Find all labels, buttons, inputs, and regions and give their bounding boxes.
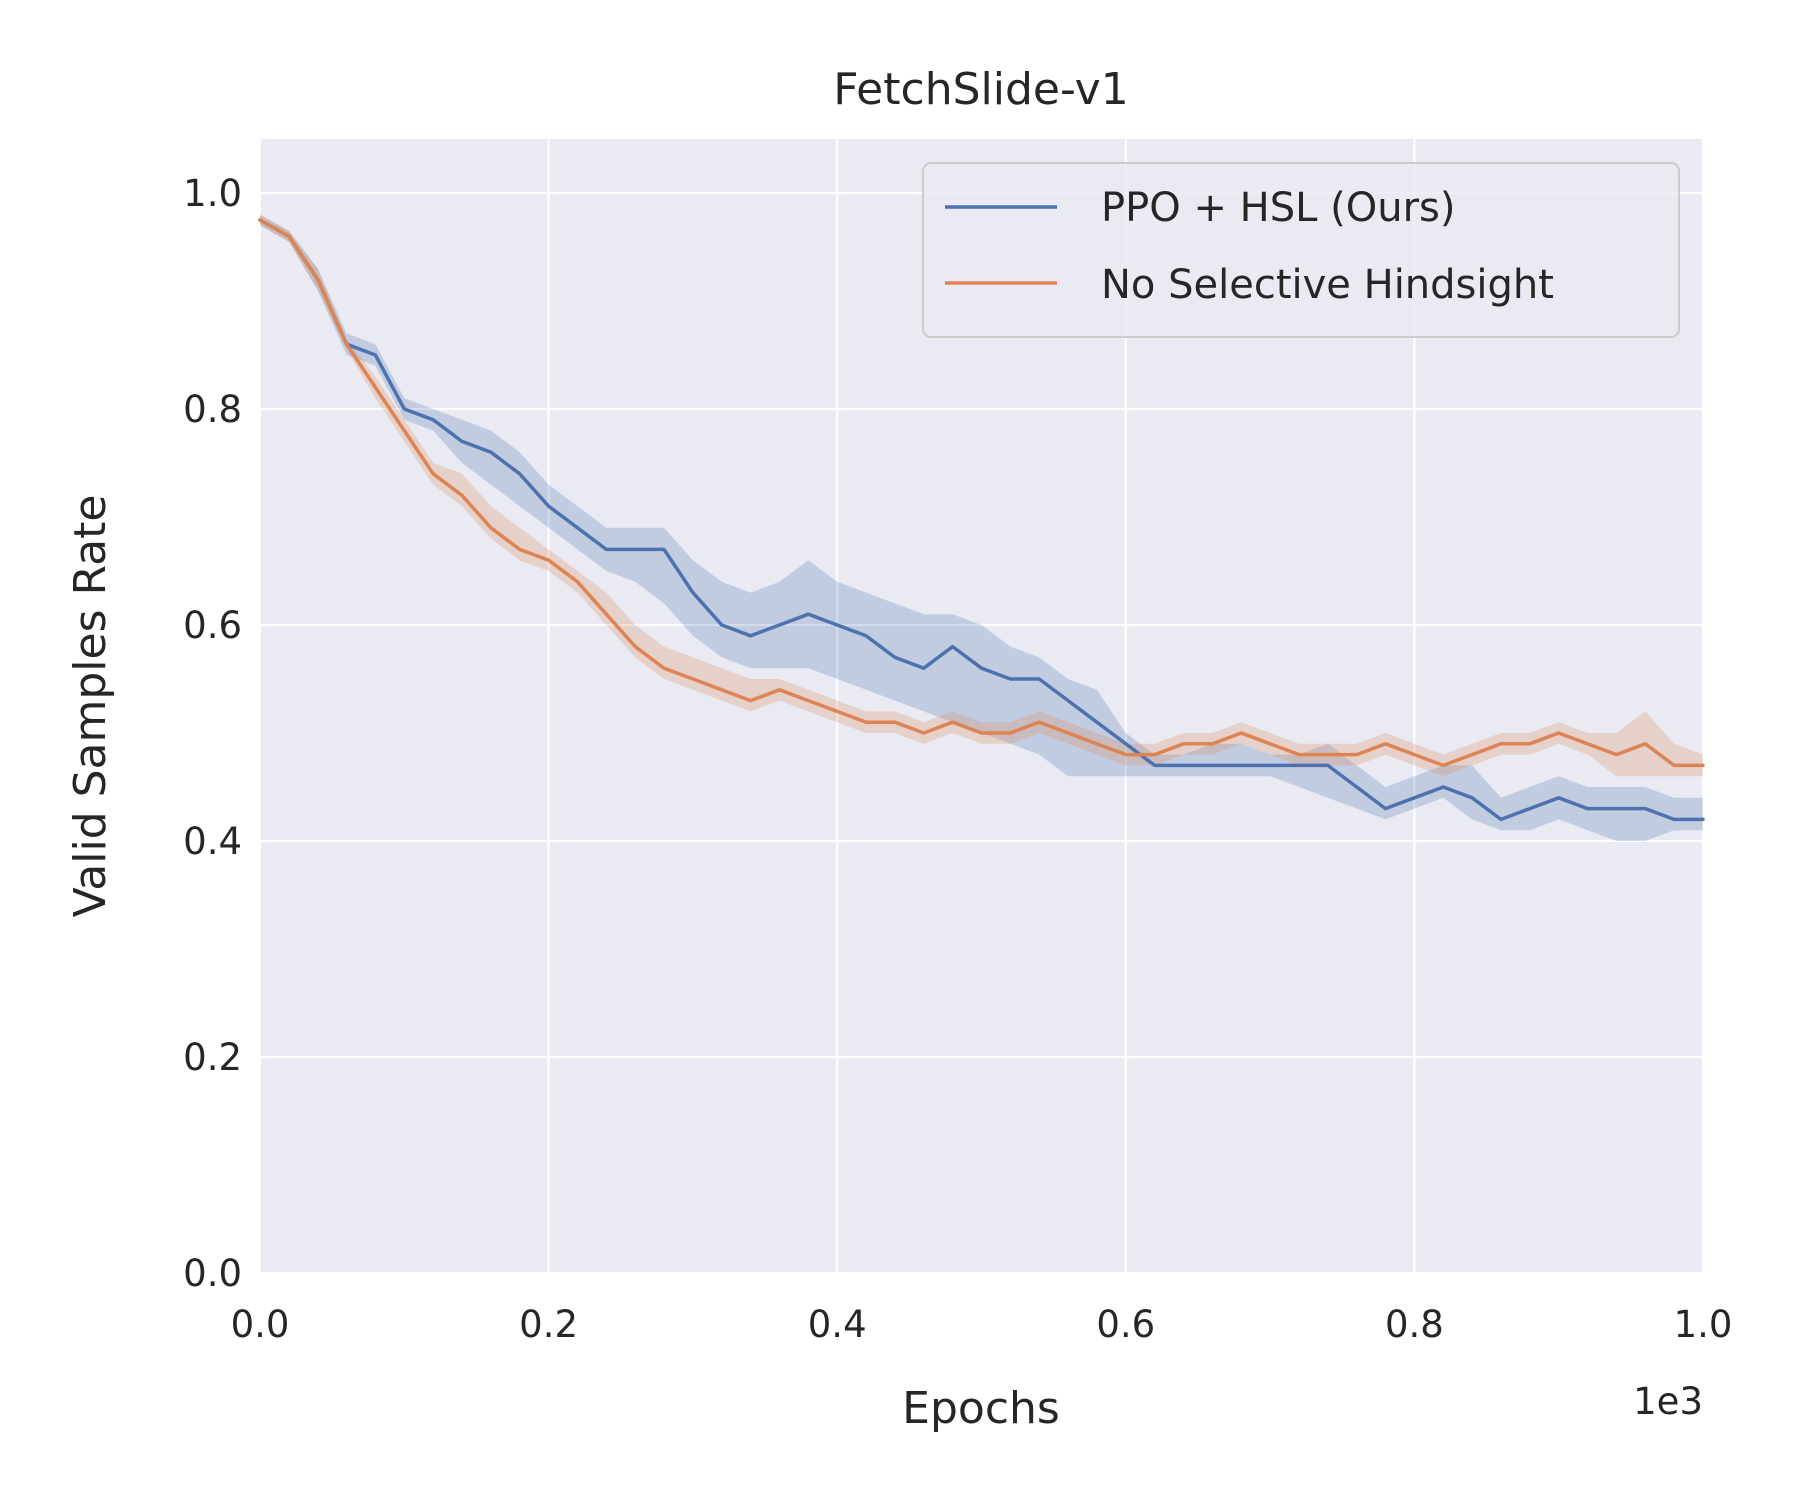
series-lines	[258, 218, 1705, 822]
x-tick-label: 0.4	[808, 1303, 867, 1346]
x-tick-label: 0.8	[1385, 1303, 1444, 1346]
confidence-band-ppo-hsl-ours	[260, 214, 1703, 842]
y-tick-label: 0.2	[183, 1036, 242, 1079]
grid-lines	[259, 139, 1704, 1274]
confidence-bands	[260, 214, 1703, 842]
legend-box	[922, 162, 1680, 338]
x-tick-label: 1.0	[1674, 1303, 1733, 1346]
legend: PPO + HSL (Ours) No Selective Hindsight	[922, 162, 1680, 338]
series-line-ppo-hsl-ours	[258, 218, 1705, 822]
y-tick-label: 0.0	[183, 1252, 242, 1295]
series-line-no-selective-hindsight	[258, 218, 1705, 768]
chart-title: FetchSlide-v1	[833, 64, 1128, 115]
y-tick-label: 0.4	[183, 820, 242, 863]
legend-label-ppo-hsl: PPO + HSL (Ours)	[1101, 185, 1455, 231]
y-tick-label: 1.0	[183, 172, 242, 215]
x-tick-labels: 0.0 0.2 0.4 0.6 0.8 1.0	[231, 1303, 1733, 1346]
x-tick-label: 0.0	[231, 1303, 290, 1346]
legend-label-no-selective-hindsight: No Selective Hindsight	[1101, 262, 1554, 308]
x-axis-label: Epochs	[902, 1383, 1060, 1434]
y-axis-label: Valid Samples Rate	[65, 495, 116, 918]
y-tick-labels: 0.0 0.2 0.4 0.6 0.8 1.0	[183, 172, 242, 1295]
y-tick-label: 0.6	[183, 604, 242, 647]
x-tick-label: 0.6	[1096, 1303, 1155, 1346]
y-tick-label: 0.8	[183, 388, 242, 431]
x-axis-offset-label: 1e3	[1633, 1380, 1703, 1423]
x-tick-label: 0.2	[519, 1303, 578, 1346]
confidence-band-no-selective-hindsight	[260, 214, 1703, 777]
